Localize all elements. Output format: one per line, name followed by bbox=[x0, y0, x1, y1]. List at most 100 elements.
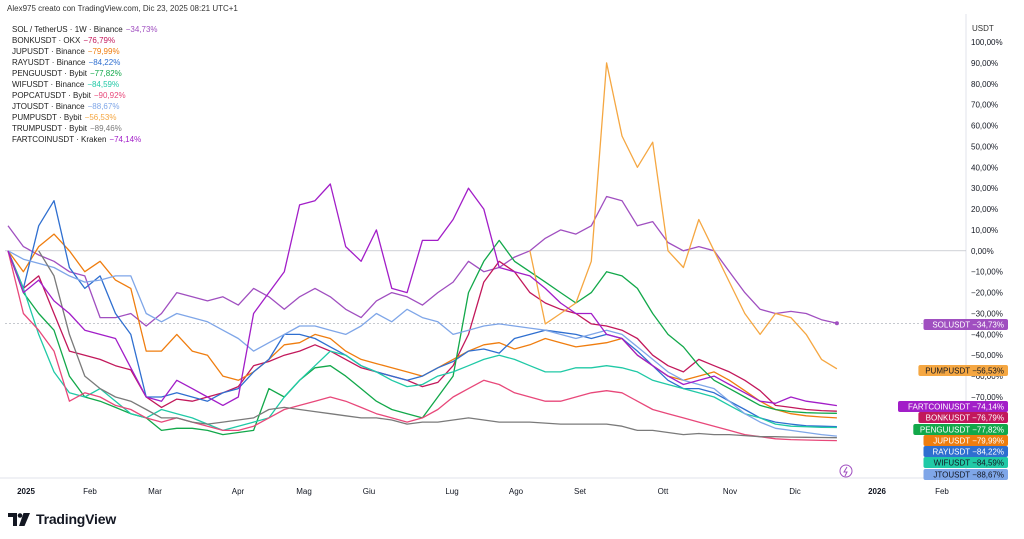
legend-symbol: JUPUSDT · Binance bbox=[12, 47, 85, 56]
y-tick-label: 10,00% bbox=[971, 226, 998, 235]
y-tick-label: −10,00% bbox=[971, 268, 1003, 277]
y-tick-label: 60,00% bbox=[971, 122, 998, 131]
legend: SOL / TetherUS · 1W · Binance −34,73% BONK… bbox=[12, 24, 158, 145]
legend-item[interactable]: SOL / TetherUS · 1W · Binance −34,73% bbox=[12, 24, 158, 35]
legend-symbol: FARTCOINUSDT · Kraken bbox=[12, 135, 107, 144]
y-tick-label: −20,00% bbox=[971, 289, 1003, 298]
price-tag-label: JTOUSDT −88,67% bbox=[933, 471, 1004, 480]
replay-icon[interactable] bbox=[839, 464, 853, 478]
price-tag-jtousdt: JTOUSDT −88,67% bbox=[923, 469, 1008, 480]
series-line-popcatusdt bbox=[7, 250, 837, 442]
legend-symbol: JTOUSDT · Binance bbox=[12, 102, 85, 111]
legend-value: −56,53% bbox=[84, 113, 117, 122]
legend-item[interactable]: RAYUSDT · Binance −84,22% bbox=[12, 57, 158, 68]
price-tag-bonkusdt: BONKUSDT −76,79% bbox=[918, 412, 1008, 423]
y-tick-label: 20,00% bbox=[971, 205, 998, 214]
y-tick-label: 0,00% bbox=[971, 247, 994, 256]
legend-symbol: POPCATUSDT · Bybit bbox=[12, 91, 91, 100]
legend-item[interactable]: JTOUSDT · Binance −88,67% bbox=[12, 101, 158, 112]
legend-value: −77,82% bbox=[89, 69, 122, 78]
series-line-trumpusdt bbox=[38, 250, 837, 439]
series-line-jupusdt bbox=[7, 233, 837, 419]
y-tick-label: −60,00% bbox=[971, 372, 1003, 381]
price-tag-bg bbox=[898, 401, 1008, 412]
y-tick-label: 90,00% bbox=[971, 59, 998, 68]
price-tag-label: PENGUUSDT −77,82% bbox=[920, 426, 1004, 435]
y-tick-label: 50,00% bbox=[971, 142, 998, 151]
series-line-fartcoinusdt bbox=[7, 183, 837, 407]
price-tag-rayusdt: RAYUSDT −84,22% bbox=[923, 446, 1008, 457]
legend-value: −34,73% bbox=[125, 25, 158, 34]
x-tick-label: Set bbox=[574, 487, 587, 496]
legend-item[interactable]: PUMPUSDT · Bybit −56,53% bbox=[12, 112, 158, 123]
legend-value: −88,67% bbox=[87, 102, 120, 111]
legend-item[interactable]: BONKUSDT · OKX −76,79% bbox=[12, 35, 158, 46]
brand-name: TradingView bbox=[36, 511, 117, 527]
price-tag-wifusdt: WIFUSDT −84,59% bbox=[923, 457, 1008, 468]
x-tick-label: Ago bbox=[509, 487, 524, 496]
x-tick-label: Apr bbox=[232, 487, 245, 496]
y-tick-label: 30,00% bbox=[971, 184, 998, 193]
price-tag-bg bbox=[923, 457, 1008, 468]
y-tick-label: −70,00% bbox=[971, 393, 1003, 402]
x-tick-label: Mag bbox=[296, 487, 312, 496]
x-tick-label: Nov bbox=[723, 487, 737, 496]
x-tick-label: Feb bbox=[83, 487, 97, 496]
sol-last-point bbox=[834, 321, 839, 326]
series-lines bbox=[7, 62, 839, 442]
price-tag-label: FARTCOINUSDT −74,14% bbox=[908, 403, 1004, 412]
legend-value: −90,92% bbox=[93, 91, 126, 100]
price-tag-fartcoinusdt: FARTCOINUSDT −74,14% bbox=[898, 401, 1008, 412]
price-tag-bg bbox=[918, 412, 1008, 423]
price-tag-bg bbox=[923, 469, 1008, 480]
legend-symbol: BONKUSDT · OKX bbox=[12, 36, 81, 45]
x-tick-label: Mar bbox=[148, 487, 162, 496]
price-tag-jupusdt: JUPUSDT −79,99% bbox=[923, 435, 1008, 446]
price-tag-bg bbox=[923, 319, 1008, 330]
legend-symbol: PENGUUSDT · Bybit bbox=[12, 69, 87, 78]
x-tick-label: Ott bbox=[658, 487, 669, 496]
legend-value: −76,79% bbox=[83, 36, 116, 45]
y-tick-label: 80,00% bbox=[971, 80, 998, 89]
tradingview-logo-icon bbox=[8, 512, 30, 526]
legend-value: −74,14% bbox=[109, 135, 142, 144]
y-tick-label: −50,00% bbox=[971, 351, 1003, 360]
legend-item[interactable]: TRUMPUSDT · Bybit −89,46% bbox=[12, 123, 158, 134]
series-line-bonkusdt bbox=[7, 250, 837, 412]
legend-item[interactable]: FARTCOINUSDT · Kraken −74,14% bbox=[12, 134, 158, 145]
x-tick-label: Lug bbox=[445, 487, 458, 496]
axis-unit: USDT bbox=[972, 24, 994, 33]
legend-symbol: WIFUSDT · Binance bbox=[12, 80, 85, 89]
x-tick-label: Feb bbox=[935, 487, 949, 496]
legend-item[interactable]: WIFUSDT · Binance −84,59% bbox=[12, 79, 158, 90]
x-tick-label: Giu bbox=[363, 487, 375, 496]
price-tags: SOLUSDT −34,73% PUMPUSDT −56,53% FARTCOINU… bbox=[898, 319, 1008, 480]
price-tag-penguusdt: PENGUUSDT −77,82% bbox=[913, 424, 1008, 435]
legend-symbol: RAYUSDT · Binance bbox=[12, 58, 86, 67]
brand[interactable]: TradingView bbox=[8, 511, 116, 527]
legend-value: −84,22% bbox=[88, 58, 121, 67]
series-line-rayusdt bbox=[7, 200, 837, 428]
series-line-pumpusdt bbox=[529, 62, 838, 370]
legend-item[interactable]: POPCATUSDT · Bybit −90,92% bbox=[12, 90, 158, 101]
price-tag-bg bbox=[913, 424, 1008, 435]
legend-value: −89,46% bbox=[89, 124, 122, 133]
series-line-solusdt bbox=[7, 195, 838, 327]
legend-value: −79,99% bbox=[87, 47, 120, 56]
price-tag-solusdt: SOLUSDT −34,73% bbox=[923, 319, 1008, 330]
price-tag-label: JUPUSDT −79,99% bbox=[933, 437, 1004, 446]
y-tick-label: −30,00% bbox=[971, 309, 1003, 318]
chart-caption: Alex975 creato con TradingView.com, Dic … bbox=[7, 4, 238, 13]
price-tag-bg bbox=[923, 435, 1008, 446]
x-tick-label: 2026 bbox=[868, 487, 886, 496]
legend-value: −84,59% bbox=[87, 80, 120, 89]
price-tag-label: BONKUSDT −76,79% bbox=[926, 414, 1004, 423]
legend-item[interactable]: PENGUUSDT · Bybit −77,82% bbox=[12, 68, 158, 79]
grid bbox=[0, 14, 967, 479]
legend-symbol: SOL / TetherUS · 1W · Binance bbox=[12, 25, 123, 34]
x-tick-label: Dic bbox=[789, 487, 801, 496]
legend-symbol: PUMPUSDT · Bybit bbox=[12, 113, 82, 122]
y-tick-label: 70,00% bbox=[971, 101, 998, 110]
legend-item[interactable]: JUPUSDT · Binance −79,99% bbox=[12, 46, 158, 57]
